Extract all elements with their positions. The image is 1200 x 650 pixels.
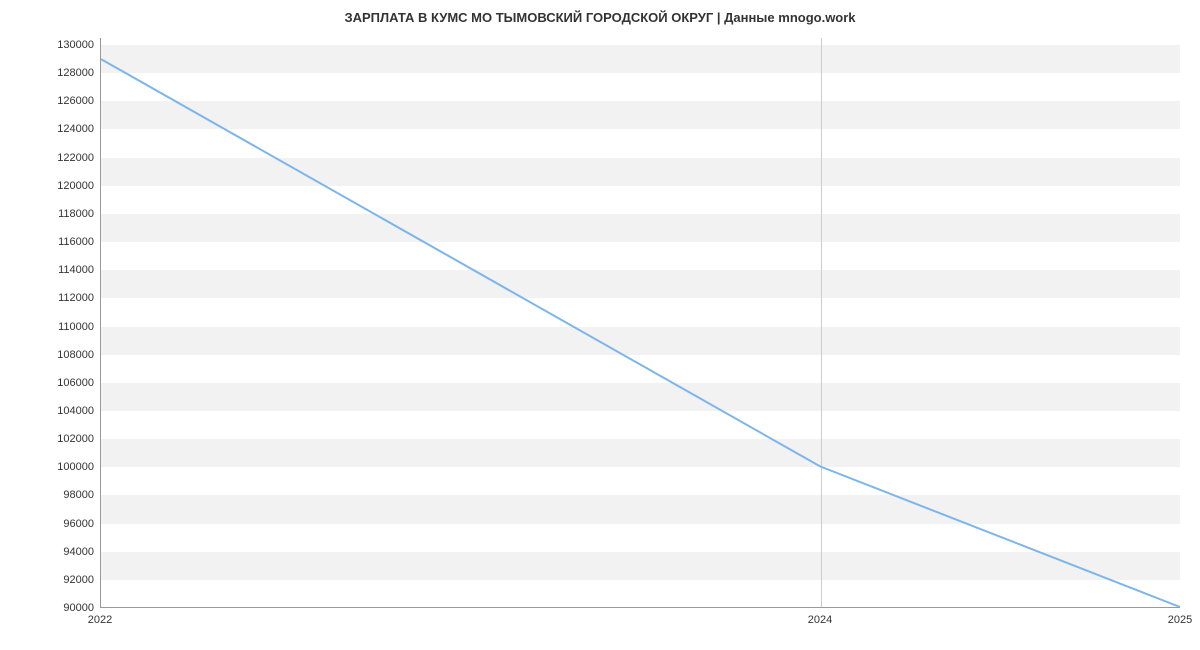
y-tick-label: 100000 xyxy=(34,461,94,473)
series-line xyxy=(101,59,1180,607)
y-tick-label: 110000 xyxy=(34,321,94,333)
y-tick-label: 102000 xyxy=(34,433,94,445)
plot-area xyxy=(100,38,1180,608)
y-tick-label: 108000 xyxy=(34,349,94,361)
y-tick-label: 106000 xyxy=(34,377,94,389)
y-tick-label: 98000 xyxy=(34,489,94,501)
y-tick-label: 114000 xyxy=(34,264,94,276)
y-tick-label: 118000 xyxy=(34,208,94,220)
y-tick-label: 92000 xyxy=(34,574,94,586)
line-series xyxy=(101,38,1180,607)
y-tick-label: 112000 xyxy=(34,292,94,304)
y-tick-label: 120000 xyxy=(34,180,94,192)
y-tick-label: 122000 xyxy=(34,152,94,164)
chart-title: ЗАРПЛАТА В КУМС МО ТЫМОВСКИЙ ГОРОДСКОЙ О… xyxy=(0,10,1200,25)
y-tick-label: 90000 xyxy=(34,602,94,614)
salary-line-chart: ЗАРПЛАТА В КУМС МО ТЫМОВСКИЙ ГОРОДСКОЙ О… xyxy=(0,0,1200,650)
y-tick-label: 124000 xyxy=(34,123,94,135)
y-tick-label: 128000 xyxy=(34,67,94,79)
y-tick-label: 94000 xyxy=(34,546,94,558)
x-tick-label: 2025 xyxy=(1168,614,1192,626)
y-tick-label: 126000 xyxy=(34,95,94,107)
y-tick-label: 116000 xyxy=(34,236,94,248)
y-tick-label: 96000 xyxy=(34,518,94,530)
x-tick-label: 2024 xyxy=(808,614,832,626)
y-tick-label: 130000 xyxy=(34,39,94,51)
x-tick-label: 2022 xyxy=(88,614,112,626)
y-tick-label: 104000 xyxy=(34,405,94,417)
